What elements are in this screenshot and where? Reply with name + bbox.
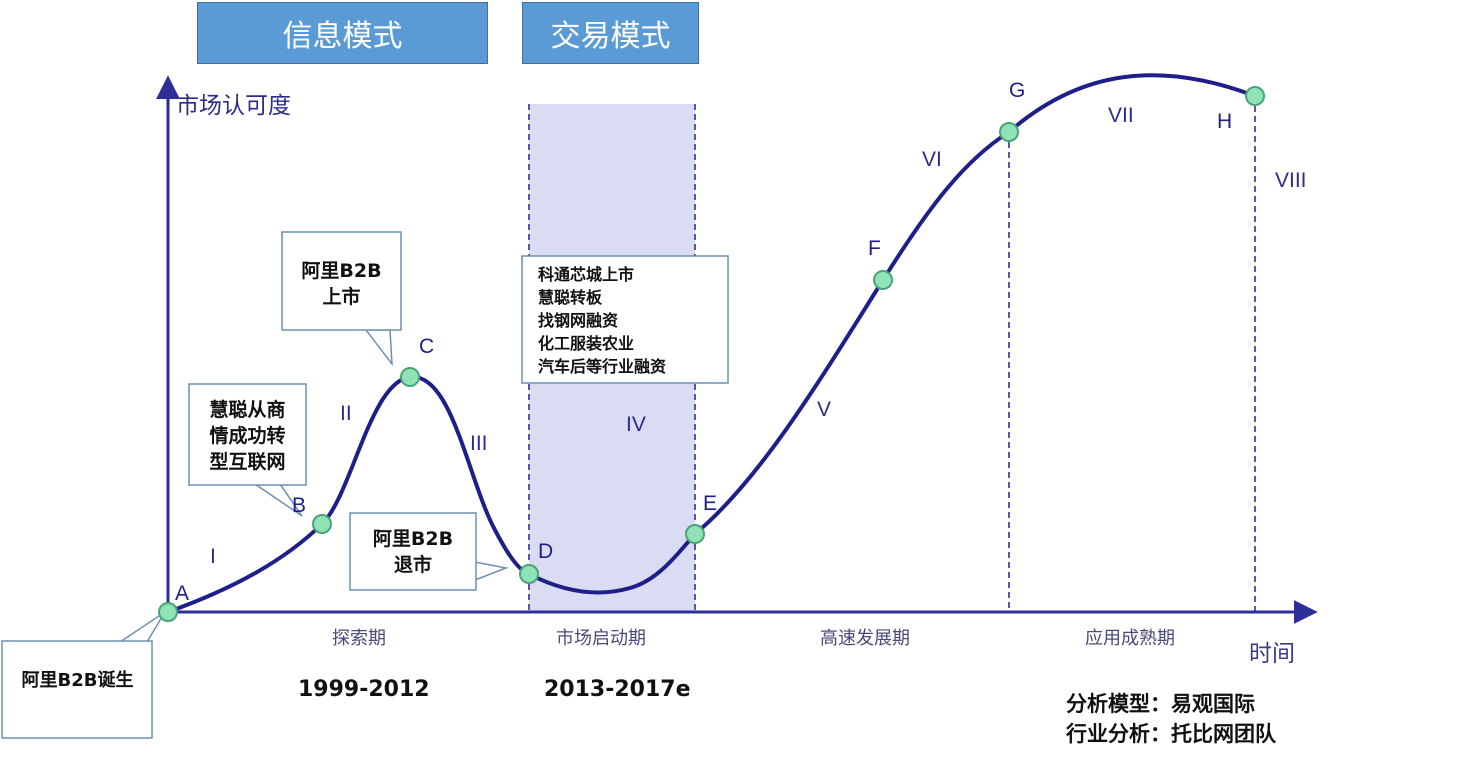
listed-line-1: 阿里B2B: [301, 260, 382, 282]
stage-label-mature: 应用成熟期: [1085, 628, 1175, 649]
point-label-f: F: [868, 237, 881, 260]
point-label-e: E: [703, 492, 717, 515]
footer-credits: 分析模型：易观国际 行业分析：托比网团队: [1066, 689, 1276, 749]
node-f: [873, 270, 893, 290]
node-d: [519, 564, 539, 584]
node-c: [400, 367, 420, 387]
x-axis-label: 时间: [1249, 641, 1295, 667]
segment-label-7: VII: [1108, 104, 1134, 127]
year-range-trade: 2013-2017e: [544, 677, 691, 702]
huicong-callout-box: [188, 383, 307, 486]
delist-callout-pointer: [474, 561, 509, 582]
events-callout-box: [521, 255, 729, 384]
node-h: [1245, 86, 1265, 106]
node-a: [158, 602, 178, 622]
trade-mode-header: 交易模式: [522, 2, 699, 64]
y-axis-label: 市场认可度: [176, 93, 291, 119]
delist-line-1: 阿里B2B: [372, 528, 454, 550]
huicong-callout-text: 慧聪从商 情成功转 型互联网: [189, 397, 306, 475]
segment-label-4: IV: [626, 413, 646, 436]
point-label-a: A: [175, 582, 189, 605]
stage-label-startup: 市场启动期: [556, 628, 646, 649]
point-label-c: C: [419, 335, 434, 358]
stage-label-growth: 高速发展期: [820, 628, 910, 649]
year-range-info: 1999-2012: [298, 677, 430, 702]
huicong-line-2: 情成功转: [209, 425, 286, 447]
segment-label-1: I: [210, 545, 216, 568]
point-label-d: D: [538, 540, 553, 563]
event-item-2: 慧聪转板: [538, 288, 603, 307]
event-item-1: 科通芯城上市: [538, 265, 635, 284]
industry-analysis-credit: 行业分析：托比网团队: [1066, 722, 1276, 746]
event-item-5: 汽车后等行业融资: [538, 357, 667, 376]
delist-callout-text: 阿里B2B 退市: [350, 526, 476, 578]
birth-callout-pointer: [117, 611, 166, 643]
segment-label-8: VIII: [1275, 169, 1307, 192]
node-e: [685, 524, 705, 544]
adoption-curve: [167, 73, 1256, 614]
node-g: [999, 122, 1019, 142]
node-b: [312, 514, 332, 534]
listed-callout-pointer: [364, 329, 393, 367]
listed-callout-text: 阿里B2B 上市: [282, 258, 401, 310]
point-label-g: G: [1009, 79, 1025, 102]
info-mode-header: 信息模式: [197, 2, 488, 64]
birth-callout-text: 阿里B2B诞生: [21, 670, 134, 691]
event-item-4: 化工服装农业: [538, 334, 635, 353]
stage-label-explore: 探索期: [332, 628, 386, 649]
trade-mode-label: 交易模式: [550, 19, 671, 54]
point-label-b: B: [292, 494, 306, 517]
delist-callout-box: [349, 512, 477, 591]
segment-label-3: III: [470, 432, 488, 455]
segment-label-2: II: [340, 402, 352, 425]
analysis-model-credit: 分析模型：易观国际: [1066, 692, 1255, 716]
segment-label-5: V: [817, 398, 831, 421]
listed-line-2: 上市: [322, 286, 361, 308]
birth-callout-box: [1, 640, 153, 739]
point-label-h: H: [1217, 110, 1232, 133]
info-mode-label: 信息模式: [282, 19, 403, 54]
listed-callout-box: [281, 231, 402, 331]
huicong-line-3: 型互联网: [209, 451, 286, 473]
events-callout-text: 科通芯城上市 慧聪转板 找钢网融资 化工服装农业 汽车后等行业融资: [538, 263, 666, 378]
delist-line-2: 退市: [393, 554, 432, 576]
event-item-3: 找钢网融资: [538, 311, 619, 330]
huicong-line-1: 慧聪从商: [209, 399, 286, 421]
segment-label-6: VI: [922, 148, 942, 171]
